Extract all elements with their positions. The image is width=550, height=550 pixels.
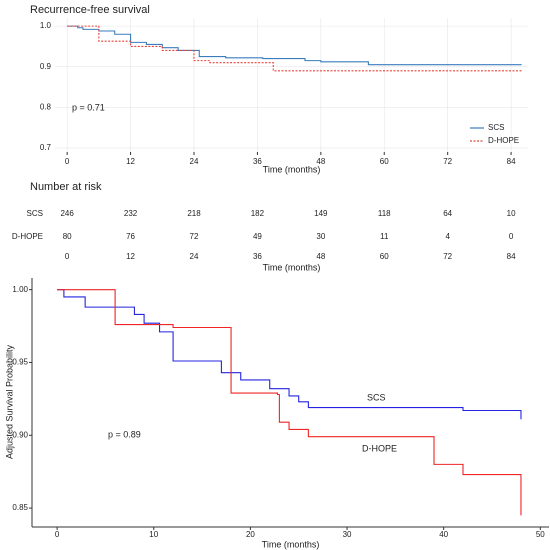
x-tick-label: 72 — [443, 157, 452, 166]
x-tick-label: 60 — [380, 252, 389, 261]
risk-count: 72 — [190, 232, 199, 241]
risk-count: 232 — [124, 209, 138, 218]
series-label: D-HOPE — [362, 443, 397, 453]
x-tick-label: 24 — [190, 252, 199, 261]
risk-count: 218 — [187, 209, 201, 218]
x-axis-label: Time (months) — [262, 539, 320, 549]
risk-table-title: Number at risk — [30, 181, 102, 193]
risk-count: 10 — [507, 209, 516, 218]
legend-label: D-HOPE — [488, 136, 519, 145]
x-tick-label: 84 — [507, 252, 516, 261]
risk-count: 80 — [63, 232, 72, 241]
x-axis-label: Time (months) — [263, 164, 321, 174]
risk-count: 30 — [316, 232, 325, 241]
risk-count: 0 — [509, 232, 514, 241]
x-tick-label: 50 — [536, 530, 545, 539]
risk-count: 246 — [60, 209, 74, 218]
y-tick-label: 0.8 — [40, 102, 52, 111]
x-tick-label: 0 — [65, 252, 70, 261]
x-tick-label: 40 — [439, 530, 448, 539]
x-tick-label: 36 — [253, 252, 262, 261]
risk-count: 49 — [253, 232, 262, 241]
y-tick-label: 0.9 — [40, 62, 52, 71]
legend-label: SCS — [488, 123, 504, 132]
risk-count: 76 — [126, 232, 135, 241]
x-tick-label: 0 — [55, 530, 60, 539]
survival-curve — [57, 289, 522, 420]
risk-count: 11 — [380, 232, 389, 241]
x-tick-label: 24 — [190, 157, 199, 166]
annotation: p = 0.89 — [108, 429, 141, 439]
x-tick-label: 48 — [316, 157, 325, 166]
x-tick-label: 48 — [316, 252, 325, 261]
x-tick-label: 12 — [126, 252, 135, 261]
y-tick-label: 0.95 — [12, 358, 28, 367]
x-tick-label: 0 — [65, 157, 70, 166]
x-tick-label: 30 — [343, 530, 352, 539]
x-tick-label: 60 — [380, 157, 389, 166]
y-tick-label: 0.90 — [12, 430, 28, 439]
y-axis-label: Adjusted Survival Probability — [4, 344, 14, 459]
survival-curve — [67, 25, 522, 72]
x-tick-label: 72 — [443, 252, 452, 261]
x-tick-label: 20 — [246, 530, 255, 539]
risk-count: 64 — [443, 209, 452, 218]
x-tick-label: 36 — [253, 157, 262, 166]
risk-count: 149 — [314, 209, 328, 218]
x-tick-label: 12 — [126, 157, 135, 166]
annotation: p = 0.71 — [72, 102, 105, 112]
survival-curve — [57, 289, 522, 516]
series-label: SCS — [367, 392, 386, 402]
y-tick-label: 1.00 — [12, 285, 28, 294]
risk-count: 118 — [378, 209, 391, 218]
survival-curve — [67, 25, 522, 66]
risk-row-label: D-HOPE — [12, 232, 43, 241]
y-tick-label: 1.0 — [40, 21, 52, 30]
chart-title: Recurrence-free survival — [30, 4, 150, 16]
y-tick-label: 0.85 — [12, 503, 28, 512]
y-tick-label: 0.7 — [40, 143, 52, 152]
risk-count: 4 — [445, 232, 450, 241]
risk-row-label: SCS — [27, 209, 43, 218]
x-tick-label: 10 — [149, 530, 158, 539]
risk-count: 182 — [251, 209, 265, 218]
x-tick-label: 84 — [507, 157, 516, 166]
x-axis-label: Time (months) — [263, 262, 321, 272]
